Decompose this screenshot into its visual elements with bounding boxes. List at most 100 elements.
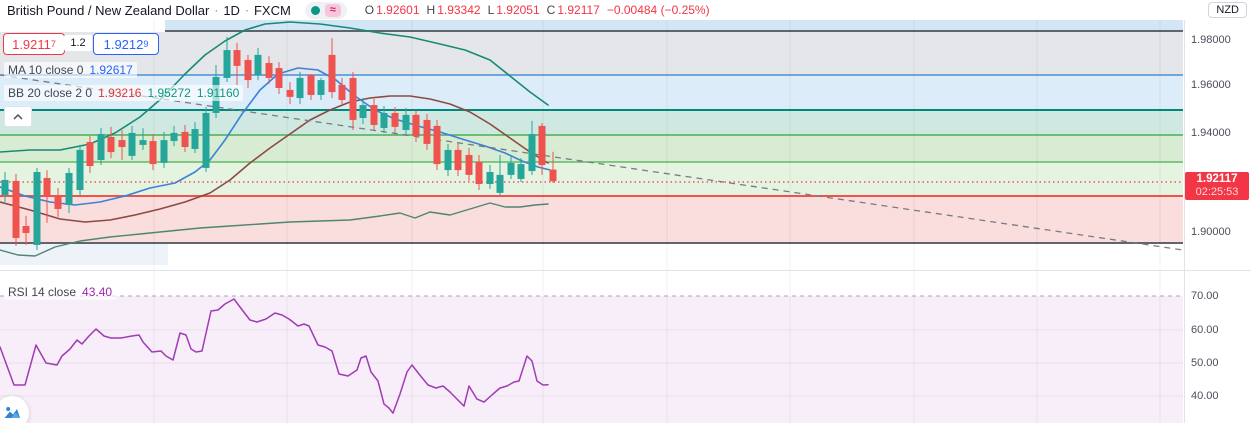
candle	[128, 132, 136, 156]
candle	[76, 149, 84, 190]
market-status-pill[interactable]: ≈	[304, 1, 347, 19]
axis-tick-label: 40.00	[1191, 390, 1219, 402]
watermark-glow	[0, 244, 168, 265]
candle	[118, 140, 126, 148]
rsi-legend-value: 43.40	[82, 285, 113, 299]
rsi-band-fill	[0, 296, 1183, 423]
candle	[43, 178, 51, 197]
currency-unit-button[interactable]: NZD	[1208, 2, 1247, 18]
candle	[12, 180, 20, 238]
candle	[328, 54, 336, 93]
candle	[202, 112, 210, 168]
current-price-label: 1.92117 02:25:53	[1185, 172, 1249, 200]
rsi-indicator-legend[interactable]: RSI 14 close 43.40	[4, 284, 117, 300]
candle	[223, 50, 231, 78]
ohlc-readout: O 1.92601 H 1.93342 L 1.92051 C 1.92117 …	[365, 3, 710, 17]
candle	[317, 80, 325, 95]
resistance-band-blue-top	[165, 20, 1183, 31]
axis-tick-label: 1.94000	[1191, 127, 1231, 139]
buy-price-button[interactable]: 1.9212 9	[93, 33, 159, 55]
candle	[86, 142, 94, 166]
market-open-dot-icon	[310, 5, 320, 15]
candle	[423, 119, 431, 144]
candle	[275, 68, 283, 88]
zone-teal	[0, 110, 1183, 135]
candle	[286, 89, 294, 97]
bar-countdown: 02:25:53	[1195, 186, 1239, 198]
header-separator: ·	[244, 3, 249, 17]
open-value: 1.92601	[376, 3, 420, 17]
candle	[412, 114, 420, 136]
ma-legend-label: MA 10 close 0	[8, 63, 84, 77]
approx-data-icon: ≈	[324, 3, 341, 17]
candle	[454, 149, 462, 171]
candle	[517, 164, 525, 179]
ma-legend-value: 1.92617	[89, 63, 133, 77]
candle	[1, 179, 9, 196]
high-value: 1.93342	[437, 3, 481, 17]
candle	[22, 226, 30, 233]
bb-basis-value: 1.93216	[98, 86, 142, 100]
candle	[170, 132, 178, 142]
ma-indicator-legend[interactable]: MA 10 close 0 1.92617	[4, 62, 137, 78]
price-scale[interactable]: 1.98000 1.96000 1.94000 1.90000 1.92117 02:…	[1185, 0, 1251, 423]
candle	[528, 134, 536, 172]
candle	[149, 141, 157, 165]
low-value: 1.92051	[496, 3, 540, 17]
current-price-value: 1.92117	[1196, 173, 1238, 185]
exchange-label[interactable]: FXCM	[253, 2, 291, 18]
candle	[97, 134, 105, 160]
candle	[359, 105, 367, 118]
bb-upper-value: 1.95272	[147, 86, 191, 100]
candle	[139, 140, 147, 145]
candle	[475, 161, 483, 184]
sell-price-button[interactable]: 1.9211 7	[3, 33, 65, 55]
axis-tick-label: 50.00	[1191, 357, 1219, 369]
candle	[191, 129, 199, 149]
open-label: O	[364, 3, 375, 17]
symbol-title[interactable]: British Pound / New Zealand Dollar	[7, 2, 210, 18]
candle	[380, 112, 388, 129]
candle	[54, 195, 62, 209]
candle	[370, 105, 378, 125]
candle	[65, 172, 73, 205]
change-value: −0.00484 (−0.25%)	[606, 3, 710, 17]
chevron-up-icon	[13, 113, 23, 120]
axis-tick-label: 1.90000	[1191, 226, 1231, 238]
axis-tick-label: 1.98000	[1191, 34, 1231, 46]
header-separator: ·	[214, 3, 219, 17]
axis-tick-label: 1.96000	[1191, 79, 1231, 91]
candle	[33, 172, 41, 245]
low-label: L	[487, 3, 495, 17]
candle	[444, 149, 452, 171]
candle	[349, 77, 357, 120]
bb-legend-label: BB 20 close 2 0	[8, 86, 93, 100]
zone-pink	[0, 196, 1183, 243]
candle	[244, 59, 252, 81]
candle	[507, 162, 515, 175]
candle	[433, 125, 441, 165]
candle	[538, 125, 546, 166]
tradingview-logo-icon[interactable]	[0, 396, 29, 423]
close-label: C	[546, 3, 556, 17]
collapse-legend-button[interactable]	[4, 106, 32, 127]
bid-price: 1.9211	[12, 36, 51, 52]
spread-label: 1.2	[64, 35, 92, 51]
candle	[107, 136, 115, 153]
interval-label[interactable]: 1D	[223, 2, 240, 18]
rsi-legend-label: RSI 14 close	[8, 285, 77, 299]
candle	[254, 54, 262, 76]
zone-gray	[0, 32, 1183, 75]
bb-indicator-legend[interactable]: BB 20 close 2 0 1.93216 1.95272 1.91160	[4, 85, 244, 101]
candle	[160, 140, 168, 163]
candle	[296, 77, 304, 99]
candle	[402, 114, 410, 130]
axis-tick-label: 70.00	[1191, 290, 1219, 302]
candle	[465, 154, 473, 175]
candle	[549, 169, 557, 182]
symbol-header: British Pound / New Zealand Dollar · 1D …	[0, 0, 1187, 20]
ask-price-pip: 9	[143, 38, 149, 49]
candle	[338, 84, 346, 100]
